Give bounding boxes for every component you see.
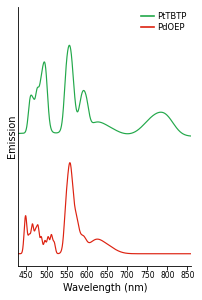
PdOEP bbox=[187, 252, 189, 256]
PtTBTP bbox=[168, 116, 171, 120]
PtTBTP bbox=[84, 90, 86, 93]
PdOEP bbox=[69, 161, 71, 164]
PtTBTP bbox=[47, 105, 49, 108]
PtTBTP bbox=[68, 44, 70, 47]
PdOEP bbox=[84, 236, 86, 239]
PdOEP bbox=[190, 252, 193, 256]
PdOEP bbox=[91, 239, 94, 243]
PtTBTP bbox=[187, 134, 189, 137]
Line: PtTBTP: PtTBTP bbox=[18, 45, 191, 136]
PdOEP bbox=[37, 224, 39, 227]
PdOEP bbox=[17, 252, 20, 256]
Y-axis label: Emission: Emission bbox=[7, 115, 17, 158]
PdOEP bbox=[168, 252, 171, 256]
PdOEP bbox=[182, 252, 184, 256]
PtTBTP bbox=[190, 134, 193, 138]
PtTBTP bbox=[17, 132, 20, 135]
X-axis label: Wavelength (nm): Wavelength (nm) bbox=[63, 283, 147, 293]
Line: PdOEP: PdOEP bbox=[18, 163, 191, 254]
PdOEP bbox=[47, 235, 49, 238]
PtTBTP bbox=[37, 85, 39, 89]
Legend: PtTBTP, PdOEP: PtTBTP, PdOEP bbox=[138, 9, 190, 35]
PtTBTP bbox=[91, 121, 94, 124]
